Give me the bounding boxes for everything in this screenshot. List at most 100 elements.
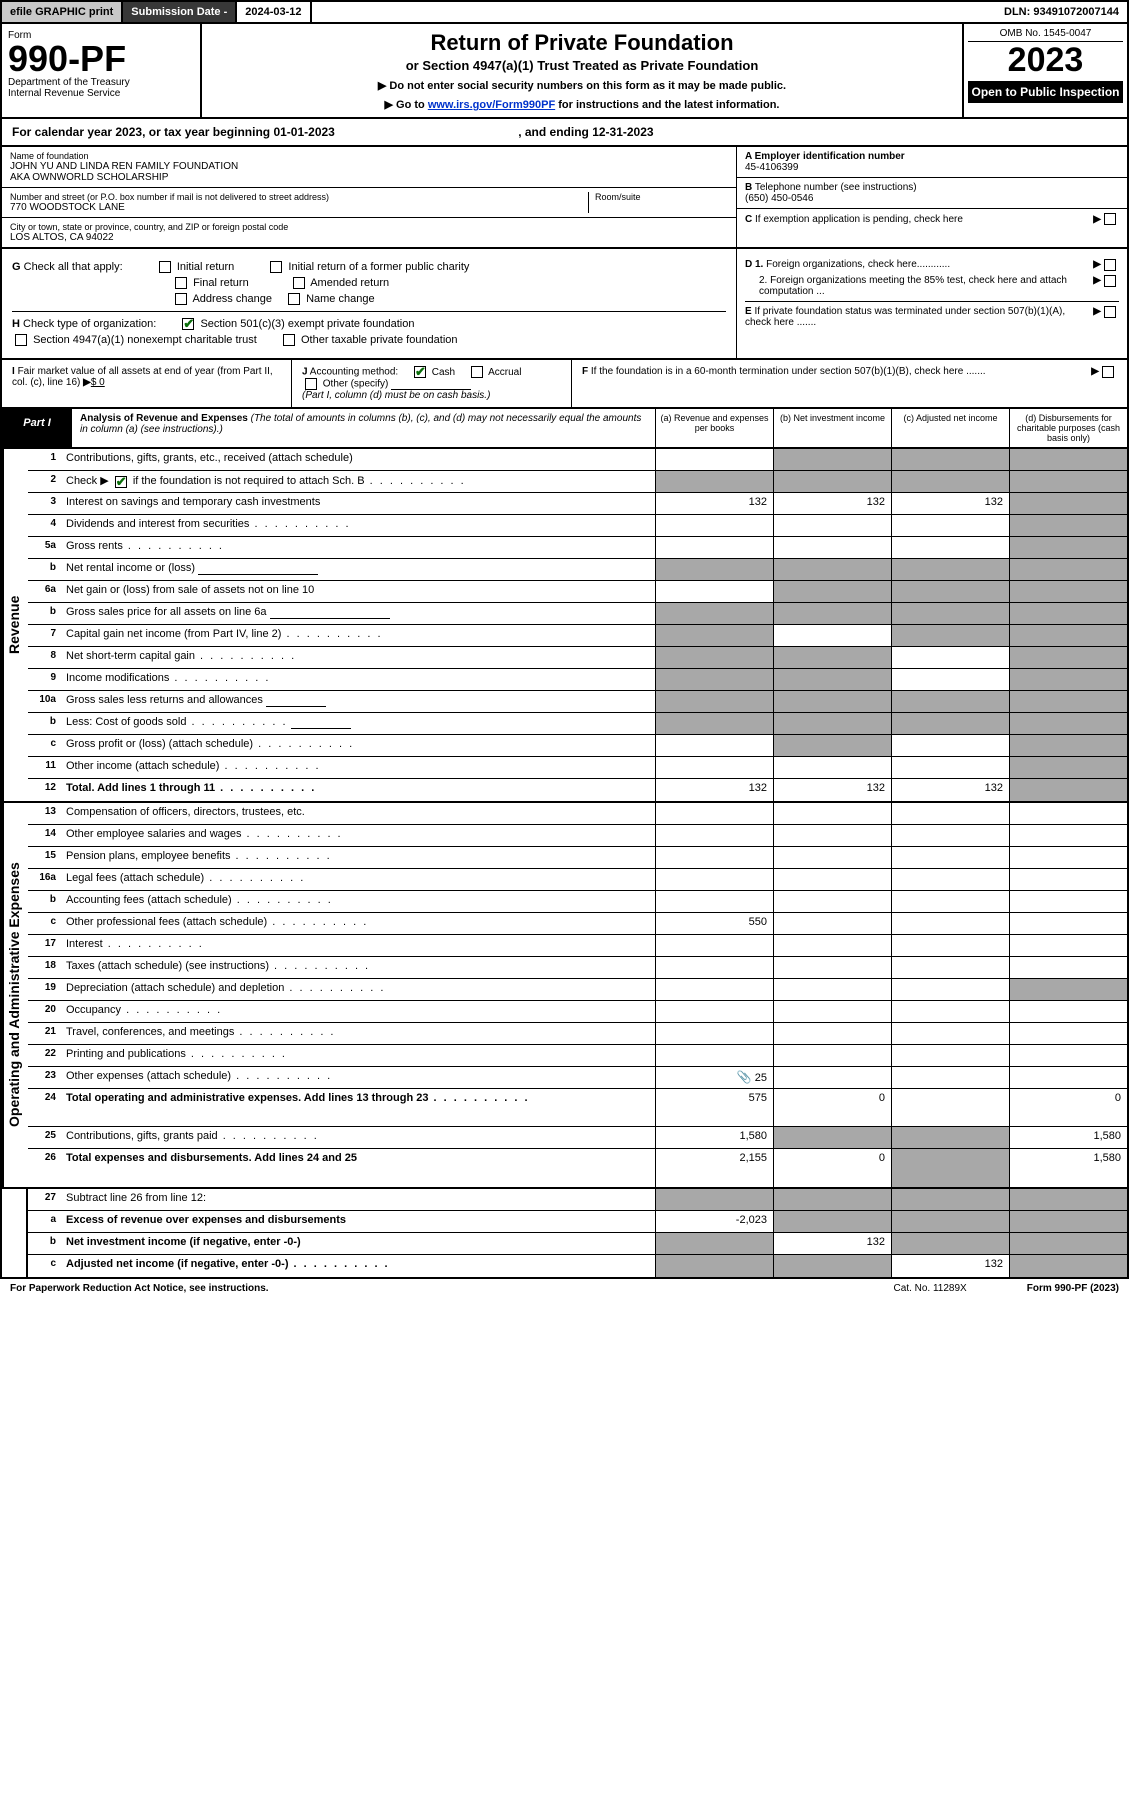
checkbox-c[interactable] <box>1104 213 1116 225</box>
r3-b: 132 <box>773 493 891 514</box>
h-row: H Check type of organization: Section 50… <box>12 311 726 330</box>
checkbox-accrual[interactable] <box>471 366 483 378</box>
row-26-label: Total expenses and disbursements. Add li… <box>62 1149 655 1187</box>
city-state-zip: LOS ALTOS, CA 94022 <box>10 232 728 243</box>
ein-cell: A Employer identification number 45-4106… <box>737 147 1127 178</box>
row-6b-label: Gross sales price for all assets on line… <box>62 603 655 624</box>
header-note2: ▶ Go to www.irs.gov/Form990PF for instru… <box>212 98 952 111</box>
row-16b-label: Accounting fees (attach schedule) <box>62 891 655 912</box>
checkbox-amended[interactable] <box>293 277 305 289</box>
row-5b-label: Net rental income or (loss) <box>62 559 655 580</box>
i-cell: I Fair market value of all assets at end… <box>2 360 292 407</box>
checkbox-address-change[interactable] <box>175 293 187 305</box>
row-27b-label: Net investment income (if negative, ente… <box>62 1233 655 1254</box>
foundation-name-cell: Name of foundation JOHN YU AND LINDA REN… <box>2 147 736 188</box>
exemption-pending-cell: C If exemption application is pending, c… <box>737 209 1127 229</box>
checkbox-cash[interactable] <box>414 366 426 378</box>
row-3-label: Interest on savings and temporary cash i… <box>62 493 655 514</box>
row-10a-label: Gross sales less returns and allowances <box>62 691 655 712</box>
street-address: 770 WOODSTOCK LANE <box>10 202 588 213</box>
row-10c-label: Gross profit or (loss) (attach schedule) <box>62 735 655 756</box>
attachment-icon[interactable]: 📎 <box>737 1070 752 1084</box>
dept-line2: Internal Revenue Service <box>8 88 194 99</box>
checkbox-name-change[interactable] <box>288 293 300 305</box>
row-9-label: Income modifications <box>62 669 655 690</box>
form-header: Form 990-PF Department of the Treasury I… <box>0 24 1129 119</box>
dln: DLN: 93491072007144 <box>996 2 1127 22</box>
checkbox-d2[interactable] <box>1104 275 1116 287</box>
checkbox-other-method[interactable] <box>305 378 317 390</box>
checkbox-schB[interactable] <box>115 476 127 488</box>
r12-c: 132 <box>891 779 1009 801</box>
r26-b: 0 <box>773 1149 891 1187</box>
r25-d: 1,580 <box>1009 1127 1127 1148</box>
form-link[interactable]: www.irs.gov/Form990PF <box>428 99 555 111</box>
row-24-label: Total operating and administrative expen… <box>62 1089 655 1126</box>
row-8-label: Net short-term capital gain <box>62 647 655 668</box>
form-subtitle: or Section 4947(a)(1) Trust Treated as P… <box>212 58 952 73</box>
r16c-a: 550 <box>655 913 773 934</box>
checkbox-initial-return[interactable] <box>159 261 171 273</box>
row-15-label: Pension plans, employee benefits <box>62 847 655 868</box>
checkbox-d1[interactable] <box>1104 259 1116 271</box>
form-title: Return of Private Foundation <box>212 30 952 56</box>
checkbox-e[interactable] <box>1104 306 1116 318</box>
row-22-label: Printing and publications <box>62 1045 655 1066</box>
identity-block: Name of foundation JOHN YU AND LINDA REN… <box>0 147 1129 249</box>
dln-value: 93491072007144 <box>1033 6 1119 18</box>
r12-a: 132 <box>655 779 773 801</box>
header-left: Form 990-PF Department of the Treasury I… <box>2 24 202 117</box>
r26-a: 2,155 <box>655 1149 773 1187</box>
row-5a-label: Gross rents <box>62 537 655 558</box>
submission-date-value: 2024-03-12 <box>237 2 311 22</box>
row-18-label: Taxes (attach schedule) (see instruction… <box>62 957 655 978</box>
checkbox-initial-public[interactable] <box>270 261 282 273</box>
r26-d: 1,580 <box>1009 1149 1127 1187</box>
r12-b: 132 <box>773 779 891 801</box>
col-d-header: (d) Disbursements for charitable purpose… <box>1009 409 1127 447</box>
page-footer: For Paperwork Reduction Act Notice, see … <box>0 1279 1129 1298</box>
row-23-label: Other expenses (attach schedule) <box>62 1067 655 1088</box>
row-19-label: Depreciation (attach schedule) and deple… <box>62 979 655 1000</box>
revenue-table: Revenue 1Contributions, gifts, grants, e… <box>0 449 1129 803</box>
year-begin: 01-01-2023 <box>273 125 334 139</box>
r24-a: 575 <box>655 1089 773 1126</box>
row-11-label: Other income (attach schedule) <box>62 757 655 778</box>
identity-right: A Employer identification number 45-4106… <box>737 147 1127 247</box>
dln-label: DLN: <box>1004 6 1033 18</box>
checkbox-other-taxable[interactable] <box>283 334 295 346</box>
form-number: 990-PF <box>8 41 194 77</box>
row-10b-label: Less: Cost of goods sold <box>62 713 655 734</box>
row-27-label: Subtract line 26 from line 12: <box>62 1189 655 1210</box>
checkbox-f[interactable] <box>1102 366 1114 378</box>
row-27c-label: Adjusted net income (if negative, enter … <box>62 1255 655 1277</box>
g-row: G Check all that apply: Initial return I… <box>12 261 726 273</box>
r25-a: 1,580 <box>655 1127 773 1148</box>
row-14-label: Other employee salaries and wages <box>62 825 655 846</box>
f-cell: F If the foundation is in a 60-month ter… <box>572 360 1127 407</box>
row-1-label: Contributions, gifts, grants, etc., rece… <box>62 449 655 470</box>
checks-right: D 1. Foreign organizations, check here..… <box>737 249 1127 358</box>
checkbox-final-return[interactable] <box>175 277 187 289</box>
identity-left: Name of foundation JOHN YU AND LINDA REN… <box>2 147 737 247</box>
checks-block: G Check all that apply: Initial return I… <box>0 249 1129 360</box>
efile-print-label[interactable]: efile GRAPHIC print <box>2 2 123 22</box>
checkbox-501c3[interactable] <box>182 318 194 330</box>
r27a-a: -2,023 <box>655 1211 773 1232</box>
r24-d: 0 <box>1009 1089 1127 1126</box>
row-25-label: Contributions, gifts, grants paid <box>62 1127 655 1148</box>
city-cell: City or town, state or province, country… <box>2 218 736 247</box>
row-27a-label: Excess of revenue over expenses and disb… <box>62 1211 655 1232</box>
d1-row: D 1. Foreign organizations, check here..… <box>745 259 1119 271</box>
row-20-label: Occupancy <box>62 1001 655 1022</box>
r3-c: 132 <box>891 493 1009 514</box>
ein-value: 45-4106399 <box>745 162 1119 173</box>
open-to-public: Open to Public Inspection <box>968 81 1123 103</box>
r23-a: 📎 25 <box>655 1067 773 1088</box>
part1-desc: Analysis of Revenue and Expenses (The to… <box>72 409 655 447</box>
room-label: Room/suite <box>595 192 728 202</box>
fmv-value: $ 0 <box>91 377 105 388</box>
part1-header: Part I Analysis of Revenue and Expenses … <box>0 409 1129 449</box>
checkbox-4947[interactable] <box>15 334 27 346</box>
year-end: 12-31-2023 <box>592 125 653 139</box>
